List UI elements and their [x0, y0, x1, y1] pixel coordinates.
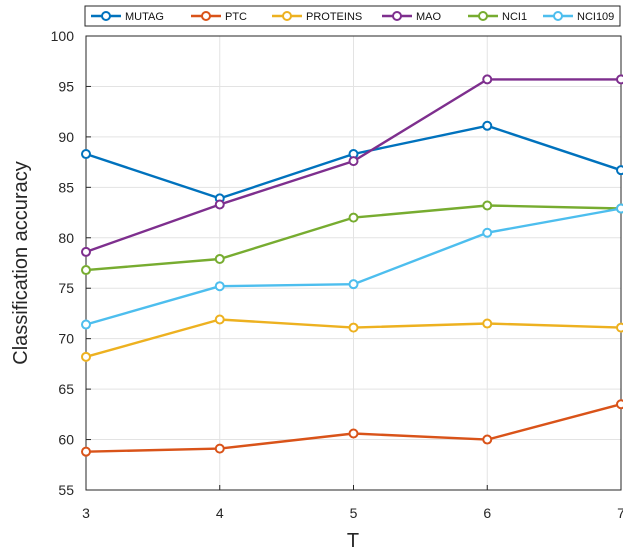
- data-point-mutag: [482, 120, 493, 131]
- data-point-nci109: [348, 279, 359, 290]
- legend-item-nci1: NCI1: [468, 11, 527, 23]
- data-point-mao: [616, 74, 623, 85]
- series-nci109: [81, 203, 623, 330]
- data-point-nci1: [482, 200, 493, 211]
- legend-label-nci1: NCI1: [502, 11, 527, 23]
- legend-item-proteins: PROTEINS: [272, 11, 362, 23]
- x-tick-label: 6: [483, 505, 491, 521]
- data-point-nci109: [616, 203, 623, 214]
- y-tick-label: 65: [58, 381, 74, 397]
- legend-marker-ptc: [201, 11, 211, 21]
- y-tick-label: 80: [58, 230, 74, 246]
- data-point-ptc: [482, 434, 493, 445]
- legend: MUTAG PTC PROTEINS MAO NCI1 NCI109: [84, 5, 621, 27]
- data-point-mao: [348, 156, 359, 167]
- data-point-nci109: [214, 281, 225, 292]
- data-point-mao: [81, 246, 91, 257]
- legend-label-mutag: MUTAG: [125, 11, 164, 23]
- data-point-proteins: [214, 314, 225, 325]
- data-point-proteins: [81, 351, 91, 362]
- y-tick-label: 75: [58, 280, 74, 296]
- data-point-ptc: [616, 399, 623, 410]
- y-tick-label: 100: [51, 28, 75, 44]
- legend-item-nci109: NCI109: [543, 11, 614, 23]
- legend-marker-nci109: [553, 11, 563, 21]
- y-tick-label: 60: [58, 432, 74, 448]
- data-point-proteins: [348, 322, 359, 333]
- legend-label-proteins: PROTEINS: [306, 11, 362, 23]
- legend-label-mao: MAO: [416, 11, 442, 23]
- legend-label-ptc: PTC: [225, 11, 247, 23]
- y-tick-label: 95: [58, 78, 74, 94]
- data-point-ptc: [214, 443, 225, 454]
- y-tick-label: 85: [58, 179, 74, 195]
- data-point-mutag: [81, 149, 91, 160]
- legend-box: [84, 5, 621, 27]
- legend-marker-mao: [392, 11, 402, 21]
- series-lines: [81, 74, 623, 457]
- legend-marker-mutag: [101, 11, 111, 21]
- series-mutag: [81, 120, 623, 204]
- legend-marker-nci1: [478, 11, 488, 21]
- y-tick-label: 55: [58, 482, 74, 498]
- x-axis-label: T: [347, 530, 359, 551]
- axis-ticks: 55 60 65 70 75 80 85 90 95 100 3 4 5 6 7: [51, 28, 623, 521]
- data-point-mutag: [616, 165, 623, 176]
- y-axis-label: Classification accuracy: [10, 161, 32, 364]
- data-point-nci109: [81, 319, 91, 330]
- x-tick-label: 7: [617, 505, 623, 521]
- data-point-nci1: [81, 265, 91, 276]
- y-tick-label: 90: [58, 129, 74, 145]
- data-point-nci109: [482, 227, 493, 238]
- x-tick-label: 5: [350, 505, 358, 521]
- legend-item-mao: MAO: [382, 11, 442, 23]
- data-point-ptc: [81, 446, 91, 457]
- series-mao: [81, 74, 623, 257]
- data-point-nci1: [214, 253, 225, 264]
- legend-marker-proteins: [282, 11, 292, 21]
- legend-item-ptc: PTC: [191, 11, 247, 23]
- data-point-proteins: [616, 322, 623, 333]
- legend-item-mutag: MUTAG: [91, 11, 164, 23]
- data-point-ptc: [348, 428, 359, 439]
- data-point-mao: [482, 74, 493, 85]
- x-tick-label: 4: [216, 505, 224, 521]
- data-point-mao: [214, 199, 225, 210]
- data-point-nci1: [348, 212, 359, 223]
- data-point-proteins: [482, 318, 493, 329]
- x-tick-label: 3: [82, 505, 90, 521]
- y-tick-label: 70: [58, 331, 74, 347]
- series-ptc: [81, 399, 623, 457]
- series-proteins: [81, 314, 623, 362]
- legend-label-nci109: NCI109: [577, 11, 614, 23]
